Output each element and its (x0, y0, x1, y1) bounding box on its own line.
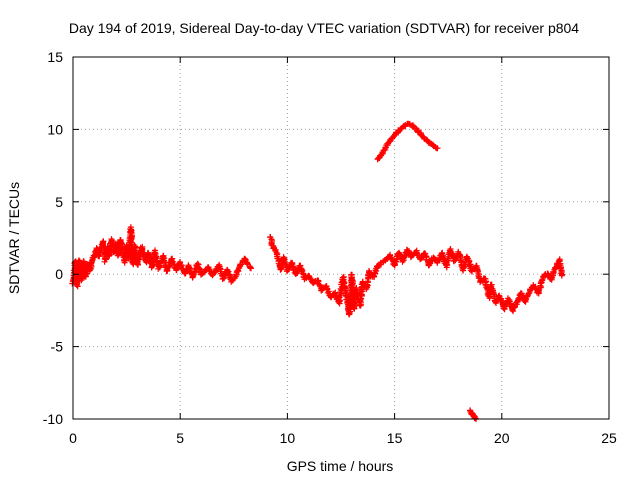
axis-ticks: 0 5 10 15 20 25 -10 -5 0 5 10 15 (43, 49, 617, 446)
x-tick-label: 10 (280, 430, 296, 446)
x-tick-label: 5 (176, 430, 184, 446)
data-point (558, 272, 565, 279)
x-tick-label: 0 (69, 430, 77, 446)
x-tick-label: 15 (387, 430, 403, 446)
y-tick-label: 5 (55, 194, 63, 210)
data-point (552, 264, 559, 271)
plot-frame (72, 56, 610, 420)
y-tick-label: -10 (43, 411, 63, 427)
y-axis-label: SDTVAR / TECUs (6, 182, 22, 294)
y-tick-label: -5 (51, 339, 64, 355)
chart-title: Day 194 of 2019, Sidereal Day-to-day VTE… (69, 20, 579, 36)
y-tick-label: 10 (47, 121, 63, 137)
y-tick-label: 15 (47, 49, 63, 65)
data-point (357, 296, 364, 303)
y-tick-label: 0 (55, 266, 63, 282)
data-point (413, 249, 420, 256)
x-tick-label: 20 (494, 430, 510, 446)
data-point (248, 265, 254, 272)
x-tick-label: 25 (601, 430, 617, 446)
grid-lines (73, 57, 609, 419)
data-point (434, 145, 441, 152)
data-point (396, 251, 403, 258)
data-point (510, 308, 517, 315)
data-points (69, 120, 565, 422)
x-axis-label: GPS time / hours (287, 458, 394, 474)
